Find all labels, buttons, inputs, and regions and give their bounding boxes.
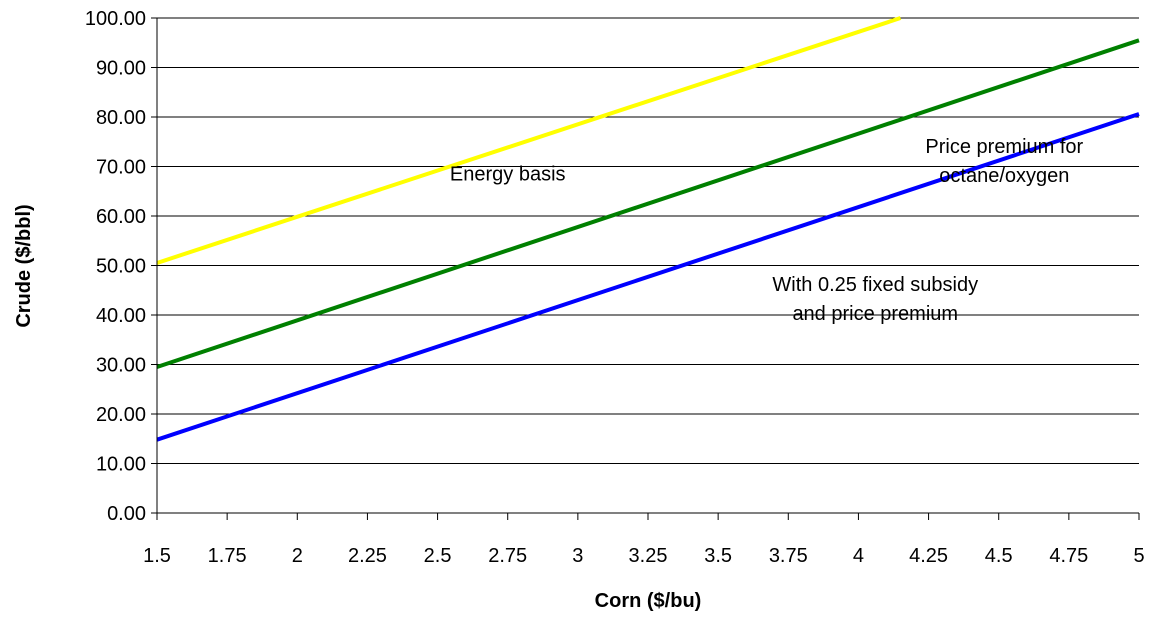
- x-tick-label: 3.25: [629, 545, 668, 567]
- x-tick-label: 3.75: [769, 545, 808, 567]
- series-line-2: [156, 38, 1140, 369]
- y-tick-label: 20.00: [96, 404, 146, 426]
- y-tick-label: 40.00: [96, 305, 146, 327]
- y-tick-label: 100.00: [85, 8, 146, 30]
- y-tick-label: 60.00: [96, 206, 146, 228]
- y-tick-label: 70.00: [96, 157, 146, 179]
- x-tick-label: 2.25: [348, 545, 387, 567]
- series-line-3: [156, 112, 1140, 442]
- series-layer: [156, 16, 1140, 442]
- x-tick-label: 1.5: [143, 545, 171, 567]
- y-tick-label: 10.00: [96, 454, 146, 476]
- y-tick-label: 90.00: [96, 58, 146, 80]
- axes: [151, 17, 1140, 520]
- x-tick-label: 2.5: [424, 545, 452, 567]
- x-tick-label: 3: [572, 545, 583, 567]
- annotation-1: Energy basis: [450, 163, 566, 185]
- x-tick-label: 3.5: [704, 545, 732, 567]
- x-tick-label: 5: [1133, 545, 1144, 567]
- tick-labels: 0.00 10.00 20.00 30.00 40.00 50.00 60.00 70.00 8…: [85, 8, 1145, 567]
- x-tick-label: 4.75: [1049, 545, 1088, 567]
- x-tick-label: 4.5: [985, 545, 1013, 567]
- y-axis-title: Crude ($/bbl): [13, 204, 35, 327]
- y-tick-label: 80.00: [96, 107, 146, 129]
- x-tick-label: 4: [853, 545, 864, 567]
- series-line-1: [156, 16, 902, 265]
- y-tick-label: 0.00: [107, 503, 146, 525]
- x-axis-title: Corn ($/bu): [595, 590, 702, 612]
- x-tick-label: 1.75: [208, 545, 247, 567]
- annotation-3: With 0.25 fixed subsidy and price premium: [772, 274, 978, 325]
- y-tick-label: 30.00: [96, 355, 146, 377]
- x-tick-label: 4.25: [909, 545, 948, 567]
- annotation-2: Price premium for octane/oxygen: [925, 136, 1083, 187]
- x-tick-label: 2.75: [488, 545, 527, 567]
- gridlines: [157, 17, 1139, 464]
- y-tick-label: 50.00: [96, 256, 146, 278]
- x-tick-label: 2: [292, 545, 303, 567]
- annotations: Energy basis Price premium for octane/oxyg…: [450, 136, 1084, 325]
